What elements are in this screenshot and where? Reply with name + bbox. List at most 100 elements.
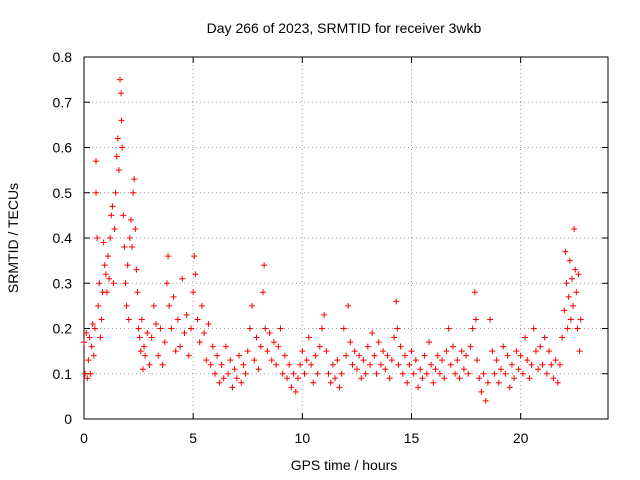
data-point-marker <box>102 271 109 278</box>
data-point-marker <box>517 352 524 359</box>
data-point-marker <box>142 352 149 359</box>
data-point-marker <box>441 375 448 382</box>
data-point-marker <box>118 117 125 124</box>
data-point-marker <box>299 348 306 355</box>
data-points <box>81 76 584 404</box>
data-point-marker <box>212 370 218 377</box>
data-point-marker <box>564 325 571 332</box>
data-point-marker <box>336 384 343 391</box>
x-axis-label: GPS time / hours <box>291 457 398 473</box>
data-point-marker <box>240 361 247 368</box>
data-point-marker <box>436 370 443 377</box>
data-point-marker <box>532 348 539 355</box>
data-point-marker <box>172 348 179 355</box>
data-point-marker <box>384 352 391 359</box>
data-point-marker <box>314 370 321 377</box>
data-point-marker <box>535 366 542 373</box>
data-point-marker <box>360 357 367 364</box>
data-point-marker <box>552 357 559 364</box>
data-point-marker <box>253 334 260 341</box>
data-point-marker <box>408 348 415 355</box>
data-point-marker <box>297 361 304 368</box>
data-point-marker <box>541 334 548 341</box>
data-point-marker <box>139 366 146 373</box>
data-point-marker <box>566 257 573 264</box>
data-point-marker <box>260 289 267 296</box>
data-point-marker <box>571 225 578 232</box>
y-tick-label: 0.5 <box>53 185 73 201</box>
data-point-marker <box>216 379 223 386</box>
y-tick-label: 0.3 <box>53 275 73 291</box>
data-point-marker <box>218 361 225 368</box>
data-point-marker <box>220 375 227 382</box>
data-point-marker <box>185 352 192 359</box>
data-point-marker <box>456 375 463 382</box>
data-point-marker <box>281 352 288 359</box>
data-point-marker <box>508 361 515 368</box>
data-point-marker <box>236 352 243 359</box>
data-point-marker <box>277 325 284 332</box>
data-point-marker <box>166 302 173 309</box>
data-point-marker <box>118 90 125 97</box>
data-point-marker <box>563 280 570 287</box>
data-point-marker <box>458 348 465 355</box>
data-point-marker <box>255 366 262 373</box>
data-point-marker <box>114 135 121 142</box>
data-point-marker <box>399 370 406 377</box>
data-point-marker <box>308 361 315 368</box>
data-point-marker <box>443 348 450 355</box>
data-point-marker <box>168 325 175 332</box>
data-point-marker <box>576 348 583 355</box>
data-point-marker <box>86 334 93 341</box>
y-tick-label: 0.2 <box>53 321 73 337</box>
data-point-marker <box>94 235 101 241</box>
data-point-marker <box>174 316 181 323</box>
data-point-marker <box>415 384 422 391</box>
data-point-marker <box>136 334 143 341</box>
y-tick-label: 0.7 <box>53 94 73 110</box>
data-point-marker <box>539 361 546 368</box>
data-point-marker <box>209 343 216 350</box>
data-point-marker <box>489 348 496 355</box>
data-point-marker <box>214 352 221 359</box>
x-tick-label: 5 <box>189 430 197 446</box>
data-point-marker <box>334 357 341 364</box>
data-point-marker <box>93 189 100 196</box>
data-point-marker <box>192 271 199 278</box>
data-point-marker <box>95 302 102 309</box>
data-point-marker <box>157 325 164 332</box>
data-point-marker <box>225 370 232 377</box>
data-point-marker <box>275 343 282 350</box>
data-point-marker <box>323 348 330 355</box>
data-point-marker <box>279 370 286 377</box>
data-point-marker <box>530 325 537 332</box>
data-point-marker <box>129 244 136 251</box>
data-point-marker <box>268 357 275 364</box>
data-point-marker <box>144 330 151 337</box>
data-point-marker <box>133 266 140 273</box>
y-tick-label: 0.8 <box>53 49 73 65</box>
y-tick-label: 0 <box>64 411 72 427</box>
data-point-marker <box>347 339 354 346</box>
data-point-marker <box>345 302 352 309</box>
data-point-marker <box>329 361 336 368</box>
data-point-marker <box>246 325 253 332</box>
data-point-marker <box>522 334 529 341</box>
data-point-marker <box>445 325 452 332</box>
data-point-marker <box>112 189 119 196</box>
data-point-marker <box>382 366 389 373</box>
data-point-marker <box>82 370 89 377</box>
data-point-marker <box>537 343 544 350</box>
data-point-marker <box>96 280 103 287</box>
data-point-marker <box>572 266 579 273</box>
y-axis-tick-labels: 0 0.1 0.2 0.3 0.4 0.5 0.6 0.7 0.8 <box>53 49 73 427</box>
data-point-marker <box>103 289 110 296</box>
data-point-marker <box>406 361 413 368</box>
data-point-marker <box>87 370 94 377</box>
data-point-marker <box>430 379 437 386</box>
data-point-marker <box>130 189 137 196</box>
y-tick-label: 0.1 <box>53 366 73 382</box>
data-point-marker <box>332 375 339 382</box>
data-point-marker <box>423 370 430 377</box>
